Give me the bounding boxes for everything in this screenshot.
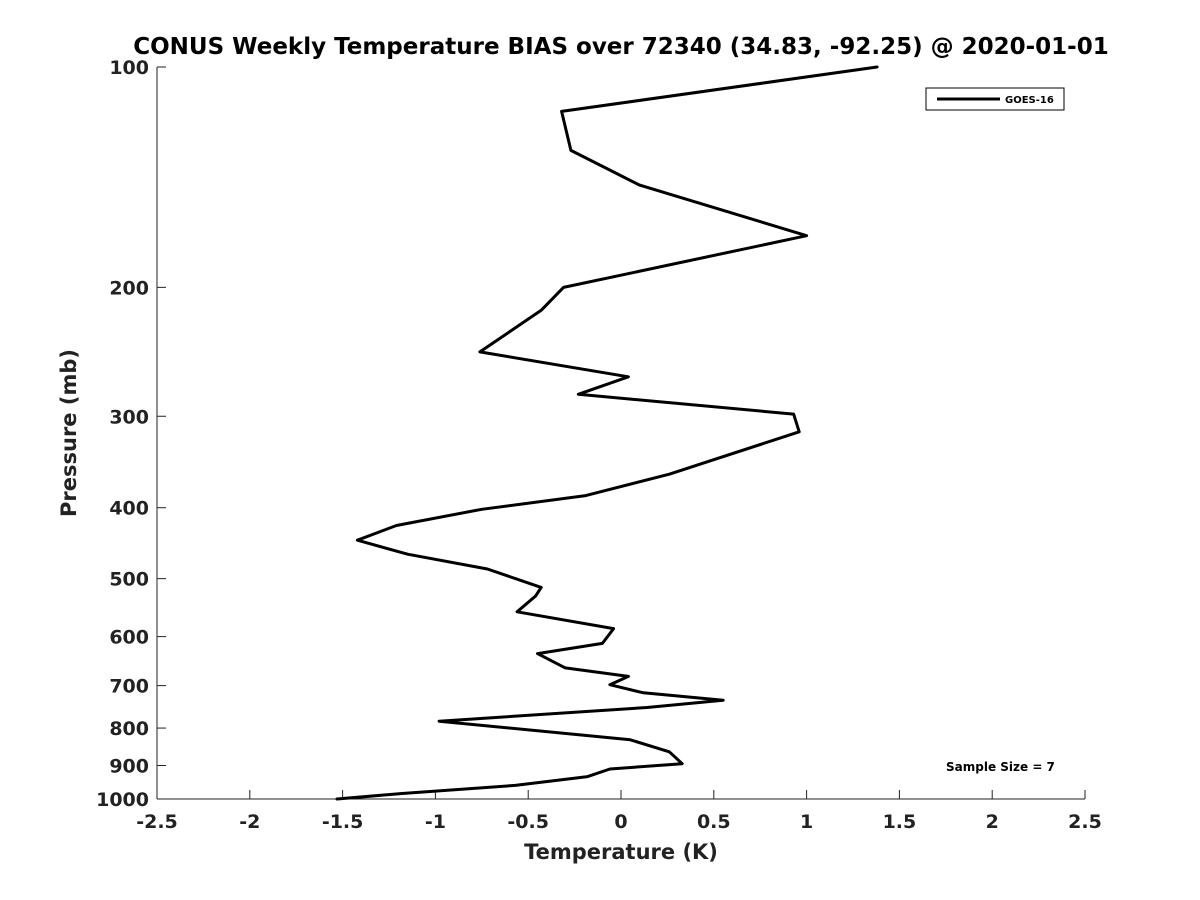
y-tick-label: 100 xyxy=(109,57,149,79)
x-tick-label: 2 xyxy=(986,811,999,833)
sample-size-annotation: Sample Size = 7 xyxy=(946,760,1055,774)
y-axis-label: Pressure (mb) xyxy=(57,349,81,517)
x-axis-label: Temperature (K) xyxy=(524,840,718,864)
y-tick-label: 700 xyxy=(109,676,149,698)
x-tick-label: -1 xyxy=(425,811,446,833)
x-tick-label: -1.5 xyxy=(322,811,364,833)
x-tick-label: 0.5 xyxy=(697,811,731,833)
legend-label-goes-16: GOES-16 xyxy=(1005,95,1054,106)
y-tick-label: 900 xyxy=(109,756,149,778)
y-tick-label: 600 xyxy=(109,627,149,649)
y-tick-label: 400 xyxy=(109,498,149,520)
x-tick-label: -0.5 xyxy=(507,811,549,833)
x-tick-label: -2.5 xyxy=(136,811,178,833)
x-tick-label: 2.5 xyxy=(1068,811,1102,833)
series-line-goes-16 xyxy=(335,65,879,801)
x-axis-ticks: -2.5 -2 -1.5 -1 -0.5 0 0.5 1 1.5 2 2.5 xyxy=(136,790,1102,833)
x-tick-label: 1 xyxy=(800,811,813,833)
chart-title: CONUS Weekly Temperature BIAS over 72340… xyxy=(133,34,1108,60)
y-axis-ticks: 100 200 300 400 500 600 700 800 900 1000 xyxy=(96,57,166,811)
series-lines xyxy=(335,65,879,801)
x-tick-label: 1.5 xyxy=(883,811,917,833)
y-tick-label: 500 xyxy=(109,569,149,591)
legend: GOES-16 xyxy=(925,87,1065,111)
y-tick-label: 1000 xyxy=(96,789,149,811)
x-tick-label: -2 xyxy=(239,811,260,833)
y-tick-label: 300 xyxy=(109,406,149,428)
x-tick-label: 0 xyxy=(614,811,627,833)
y-tick-label: 200 xyxy=(109,277,149,299)
y-tick-label: 800 xyxy=(109,718,149,740)
